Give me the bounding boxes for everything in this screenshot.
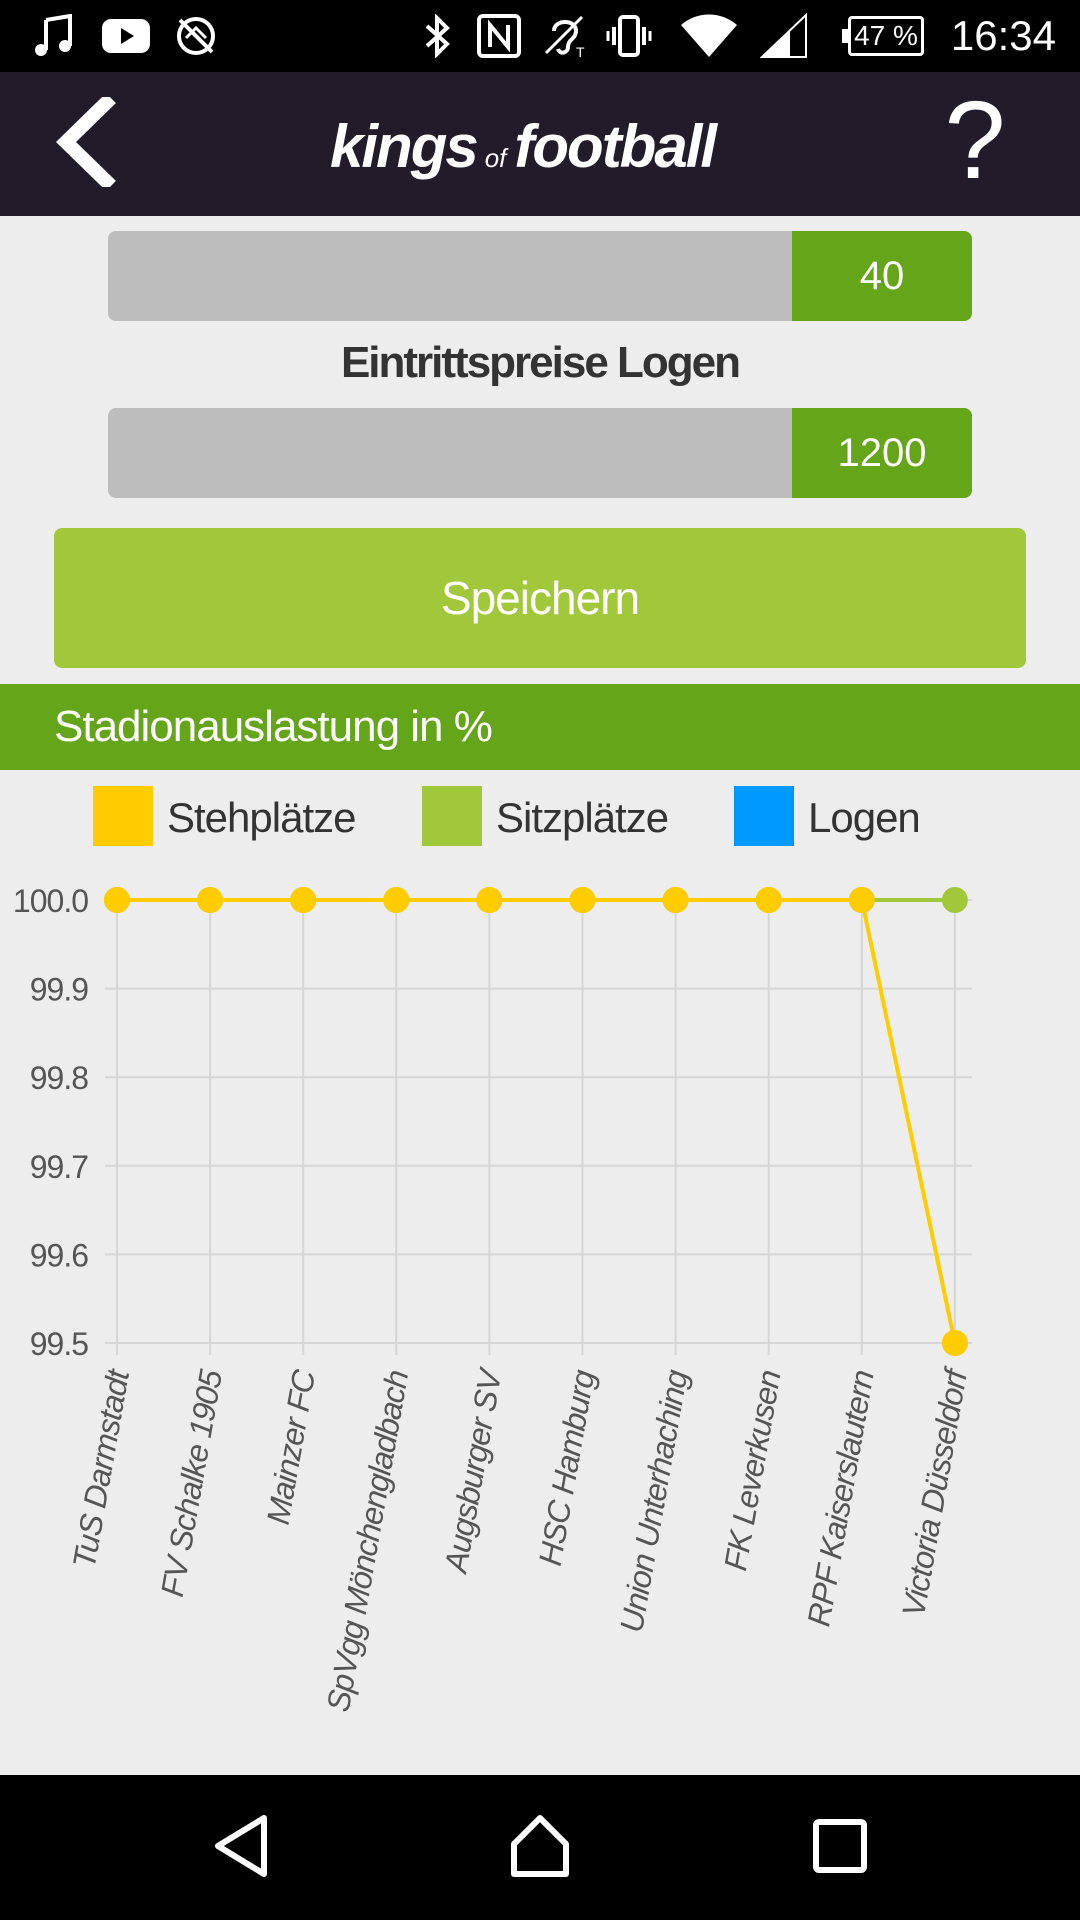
y-tick-label: 99.9	[30, 972, 88, 1008]
navigation-bar	[0, 1775, 1080, 1920]
chevron-left-icon	[55, 92, 116, 192]
data-point	[197, 887, 224, 913]
svg-text:T: T	[576, 44, 585, 59]
clock: 16:34	[950, 12, 1056, 59]
data-point	[476, 887, 503, 913]
hearing-aid-icon: T	[540, 12, 590, 60]
nav-home-button[interactable]	[480, 1795, 600, 1901]
y-tick-label: 100.0	[13, 883, 88, 919]
x-tick-label: Augsburger SV	[437, 1364, 509, 1577]
triangle-back-icon	[212, 1814, 272, 1883]
y-tick-label: 99.5	[30, 1326, 88, 1362]
x-tick-label: FV Schalke 1905	[154, 1367, 229, 1600]
data-point	[662, 887, 689, 913]
chart-title: Stadionauslastung in %	[0, 684, 1080, 770]
home-icon	[508, 1814, 572, 1883]
data-point	[290, 887, 317, 913]
x-tick-label: FK Leverkusen	[717, 1368, 788, 1574]
wifi-icon	[676, 12, 742, 60]
slider-value[interactable]: 1200	[792, 408, 972, 498]
price-slider-logen[interactable]: 1200	[108, 408, 972, 498]
y-tick-label: 99.8	[30, 1060, 88, 1096]
nav-back-button[interactable]	[182, 1795, 302, 1901]
price-slider-sitzplaetze[interactable]: 40	[108, 231, 972, 321]
x-tick-label: SpVgg Mönchengladbach	[320, 1368, 415, 1715]
legend-label: Sitzplätze	[496, 794, 668, 841]
legend-swatch	[422, 786, 482, 846]
no-sync-icon	[172, 12, 220, 60]
bluetooth-icon	[418, 12, 458, 60]
help-button[interactable]: ?	[944, 79, 1006, 202]
legend-swatch	[734, 786, 794, 846]
battery-indicator: 47 %	[842, 16, 924, 56]
signal-icon	[758, 12, 810, 60]
slider-value[interactable]: 40	[792, 231, 972, 321]
vibrate-icon	[604, 12, 654, 60]
y-tick-label: 99.7	[30, 1149, 88, 1185]
data-point	[941, 1330, 968, 1356]
music-icon	[30, 12, 78, 60]
app-bar: kings of football ?	[0, 72, 1080, 216]
legend-label: Stehplätze	[167, 794, 355, 841]
nav-recents-button[interactable]	[780, 1795, 900, 1901]
series-line-stehplätze	[117, 898, 957, 1344]
data-point	[755, 887, 782, 913]
x-tick-label: TuS Darmstadt	[66, 1366, 137, 1571]
square-recents-icon	[812, 1818, 868, 1879]
data-point	[941, 887, 968, 913]
data-point	[383, 887, 410, 913]
data-point	[569, 887, 596, 913]
logo-word-football: football	[514, 113, 717, 180]
x-tick-label: Victoria Düsseldorf	[895, 1364, 974, 1619]
youtube-icon	[100, 12, 152, 60]
app-logo: kings of football	[330, 112, 717, 182]
nfc-icon	[474, 12, 524, 60]
x-tick-label: Mainzer FC	[260, 1366, 323, 1527]
legend-label: Logen	[808, 794, 920, 841]
x-tick-label: Union Unterhaching	[613, 1367, 695, 1635]
back-button[interactable]	[36, 92, 136, 192]
logo-word-of: of	[484, 143, 507, 173]
save-button[interactable]: Speichern	[54, 528, 1026, 668]
stadium-utilization-chart: Stehplätze Sitzplätze Logen 100.0 99.9 99.8 99…	[13, 786, 975, 1715]
x-tick-label: HSC Hamburg	[532, 1367, 602, 1569]
status-bar: T 47 % 16:34	[0, 0, 1080, 72]
data-point	[848, 887, 875, 913]
data-point	[104, 887, 130, 913]
slider-label-logen: Eintrittspreise Logen	[340, 338, 741, 387]
x-tick-label: RPF Kaiserslautern	[800, 1368, 880, 1629]
legend-swatch	[93, 786, 153, 846]
y-tick-label: 99.6	[30, 1237, 88, 1273]
logo-word-kings: kings	[330, 113, 479, 180]
